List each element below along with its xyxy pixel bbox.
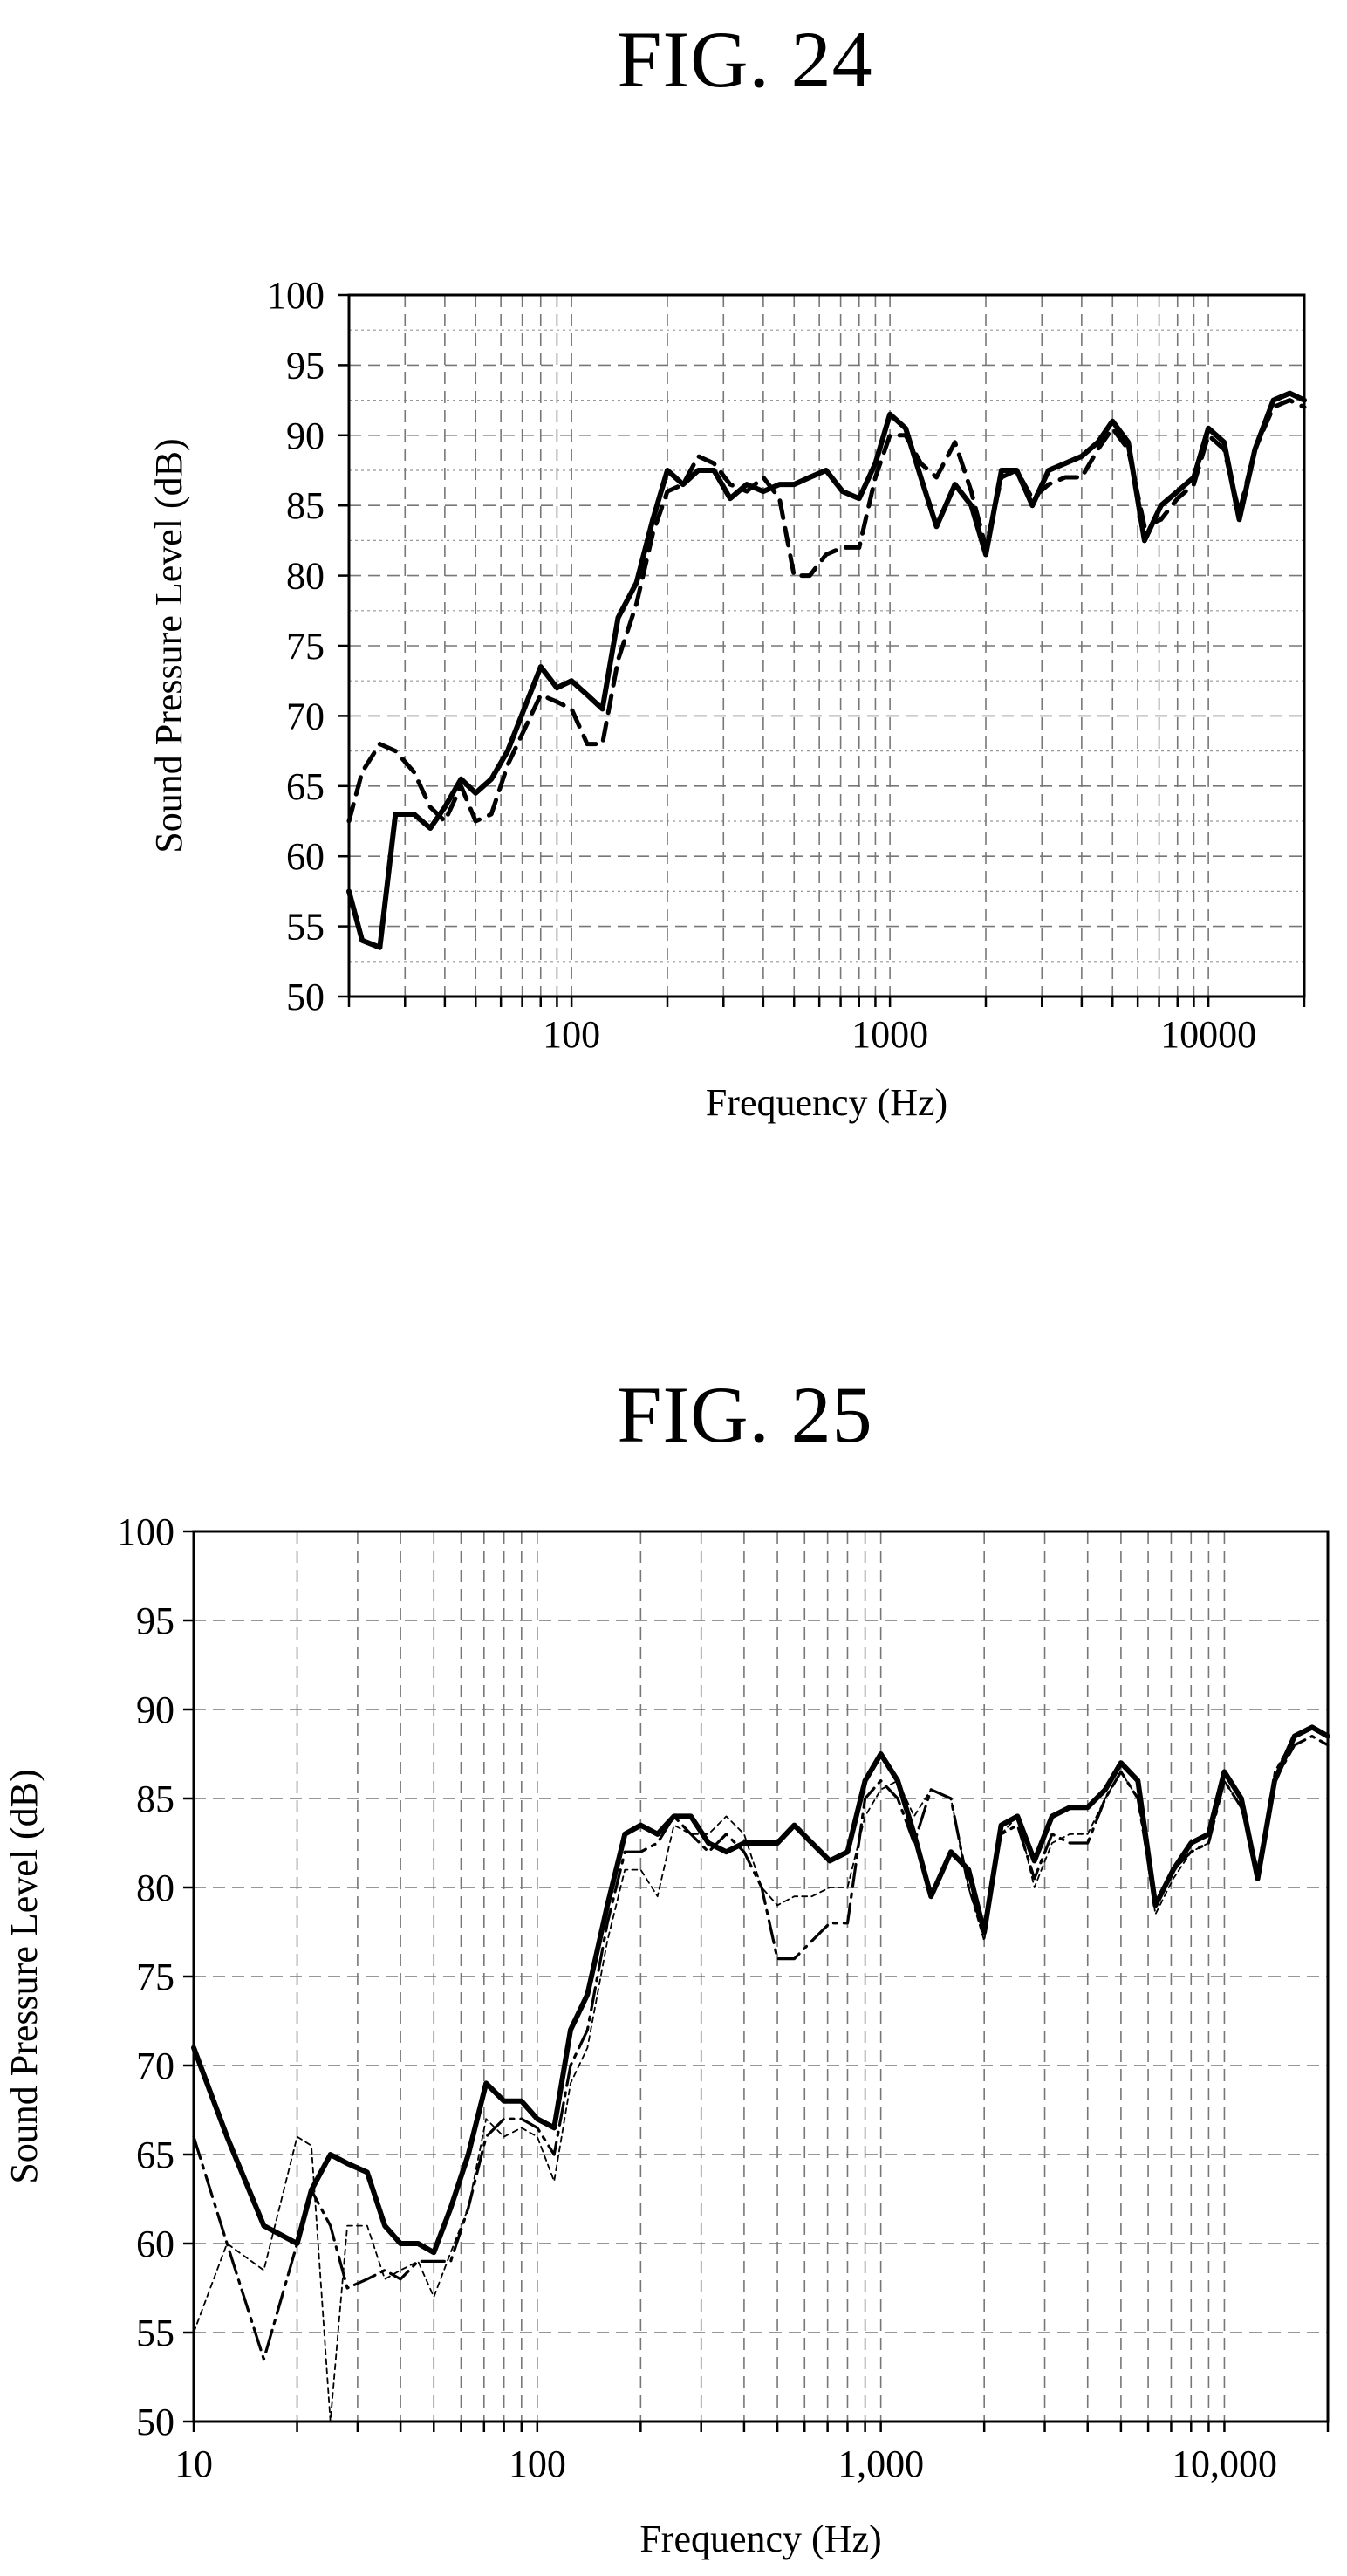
x-tick-label: 1,000 — [838, 2442, 924, 2485]
y-tick-label: 100 — [267, 274, 325, 317]
y-tick-label: 95 — [286, 344, 325, 387]
figure-25-title: FIG. 25 — [617, 1370, 873, 1459]
x-tick-label: 10 — [174, 2442, 213, 2485]
y-tick-label: 85 — [136, 1778, 174, 1820]
x-tick-label: 10000 — [1160, 1013, 1256, 1056]
x-tick-label: 100 — [543, 1013, 600, 1056]
y-tick-label: 75 — [136, 1956, 174, 1998]
y-axis-label: Sound Pressure Level (dB) — [147, 438, 190, 853]
series-line-1 — [346, 390, 1307, 950]
x-tick-label: 100 — [509, 2442, 566, 2485]
y-tick-label: 60 — [136, 2223, 174, 2265]
y-tick-label: 95 — [136, 1600, 174, 1642]
y-tick-label: 75 — [286, 625, 325, 668]
y-tick-label: 100 — [117, 1511, 174, 1553]
y-tick-label: 70 — [136, 2045, 174, 2087]
x-tick-label: 1000 — [851, 1013, 928, 1056]
y-tick-label: 80 — [136, 1867, 174, 1909]
y-tick-label: 65 — [286, 765, 325, 808]
figure-24-title: FIG. 24 — [617, 15, 873, 104]
y-tick-label: 55 — [136, 2312, 174, 2354]
series-line-2 — [192, 1734, 1330, 2361]
series-line-1 — [191, 1724, 1330, 2256]
x-axis-label: Frequency (Hz) — [639, 2518, 881, 2560]
y-tick-label: 85 — [286, 484, 325, 527]
y-axis-label: Sound Pressure Level (dB) — [3, 1769, 45, 2183]
x-tick-label: 10,000 — [1172, 2442, 1277, 2485]
y-tick-label: 55 — [286, 906, 325, 949]
y-tick-label: 70 — [286, 695, 325, 737]
series-line-3 — [193, 1726, 1329, 2422]
y-tick-label: 90 — [286, 414, 325, 457]
x-axis-label: Frequency (Hz) — [706, 1081, 947, 1124]
y-tick-label: 90 — [136, 1689, 174, 1731]
chart-figure-24: 50 55 60 65 70 75 80 85 90 95 100 100 1000 10000 Frequ… — [147, 274, 1307, 1124]
series-line-2 — [346, 398, 1307, 824]
y-tick-label: 60 — [286, 835, 325, 878]
y-tick-label: 50 — [286, 976, 325, 1018]
y-tick-label: 65 — [136, 2134, 174, 2176]
y-tick-label: 50 — [136, 2401, 174, 2443]
y-tick-label: 80 — [286, 555, 325, 598]
